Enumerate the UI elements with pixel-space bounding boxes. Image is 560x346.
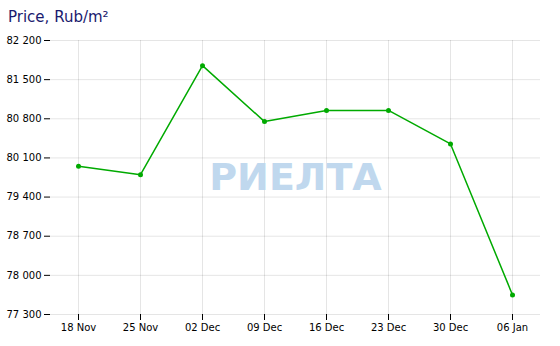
svg-text:РИЕЛТА: РИЕЛТА <box>209 155 382 199</box>
svg-text:06 Jan: 06 Jan <box>497 322 528 333</box>
svg-text:09 Dec: 09 Dec <box>247 322 282 333</box>
svg-text:80 800: 80 800 <box>7 113 42 124</box>
svg-text:23 Dec: 23 Dec <box>371 322 406 333</box>
svg-text:78 700: 78 700 <box>7 230 42 241</box>
svg-text:77 300: 77 300 <box>7 309 42 320</box>
html-text:Price, Rub/m²: Price, Rub/m² <box>8 8 109 26</box>
svg-text:80 100: 80 100 <box>7 152 42 163</box>
svg-text:25 Nov: 25 Nov <box>123 322 159 333</box>
svg-text:02 Dec: 02 Dec <box>185 322 220 333</box>
svg-text:82 200: 82 200 <box>7 35 42 46</box>
svg-text:81 500: 81 500 <box>7 74 42 85</box>
svg-text:30 Dec: 30 Dec <box>433 322 468 333</box>
svg-text:16 Dec: 16 Dec <box>309 322 344 333</box>
svg-text:18 Nov: 18 Nov <box>61 322 97 333</box>
svg-text:78 000: 78 000 <box>7 270 42 281</box>
svg-text:79 400: 79 400 <box>7 191 42 202</box>
